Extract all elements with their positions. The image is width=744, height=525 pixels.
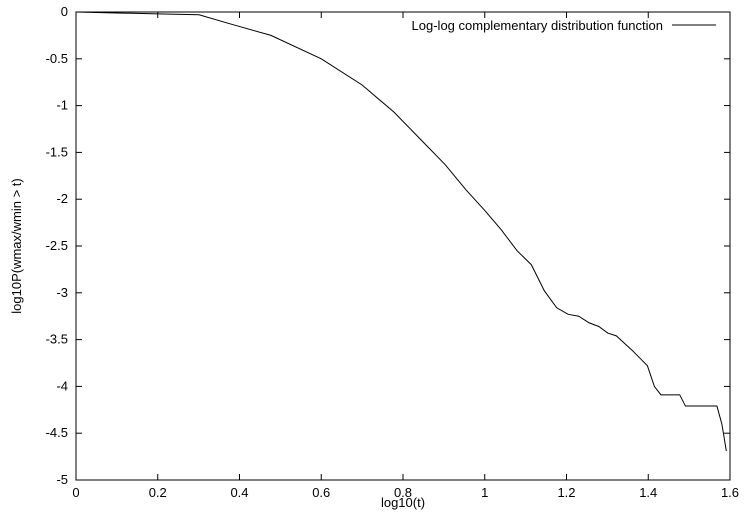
y-tick-label: -3 <box>56 285 68 300</box>
x-tick-label: 1.2 <box>557 485 575 500</box>
y-tick-label: 0 <box>61 4 68 19</box>
y-tick-label: -0.5 <box>46 51 68 66</box>
y-tick-label: -2 <box>56 191 68 206</box>
x-tick-label: 0.6 <box>312 485 330 500</box>
y-tick-label: -1.5 <box>46 144 68 159</box>
y-tick-label: -5 <box>56 472 68 487</box>
legend: Log-log complementary distribution funct… <box>412 18 716 33</box>
x-tick-label: 1.6 <box>721 485 739 500</box>
x-tick-label: 1 <box>481 485 488 500</box>
y-tick-label: -2.5 <box>46 238 68 253</box>
y-axis-label: log10P(wmax/wmin > t) <box>9 178 24 313</box>
x-tick-label: 0.2 <box>149 485 167 500</box>
x-tick-label: 0.8 <box>394 485 412 500</box>
y-tick-label: -4 <box>56 378 68 393</box>
legend-label: Log-log complementary distribution funct… <box>412 18 663 33</box>
y-axis: 0 -0.5 -1 -1.5 -2 -2.5 -3 -3.5 -4 -4.5 -5 <box>46 4 730 487</box>
x-axis-label: log10(t) <box>381 495 425 510</box>
y-tick-label: -3.5 <box>46 332 68 347</box>
plot-frame <box>75 11 731 481</box>
series-layer <box>75 11 727 452</box>
x-tick-label: 1.4 <box>639 485 657 500</box>
series-line <box>75 11 727 452</box>
y-tick-label: -4.5 <box>46 425 68 440</box>
y-tick-label: -1 <box>56 98 68 113</box>
x-axis: 0 0.2 0.4 0.6 0.8 1 1.2 1.4 1.6 <box>72 12 739 500</box>
x-tick-label: 0 <box>72 485 79 500</box>
x-tick-label: 0.4 <box>230 485 248 500</box>
